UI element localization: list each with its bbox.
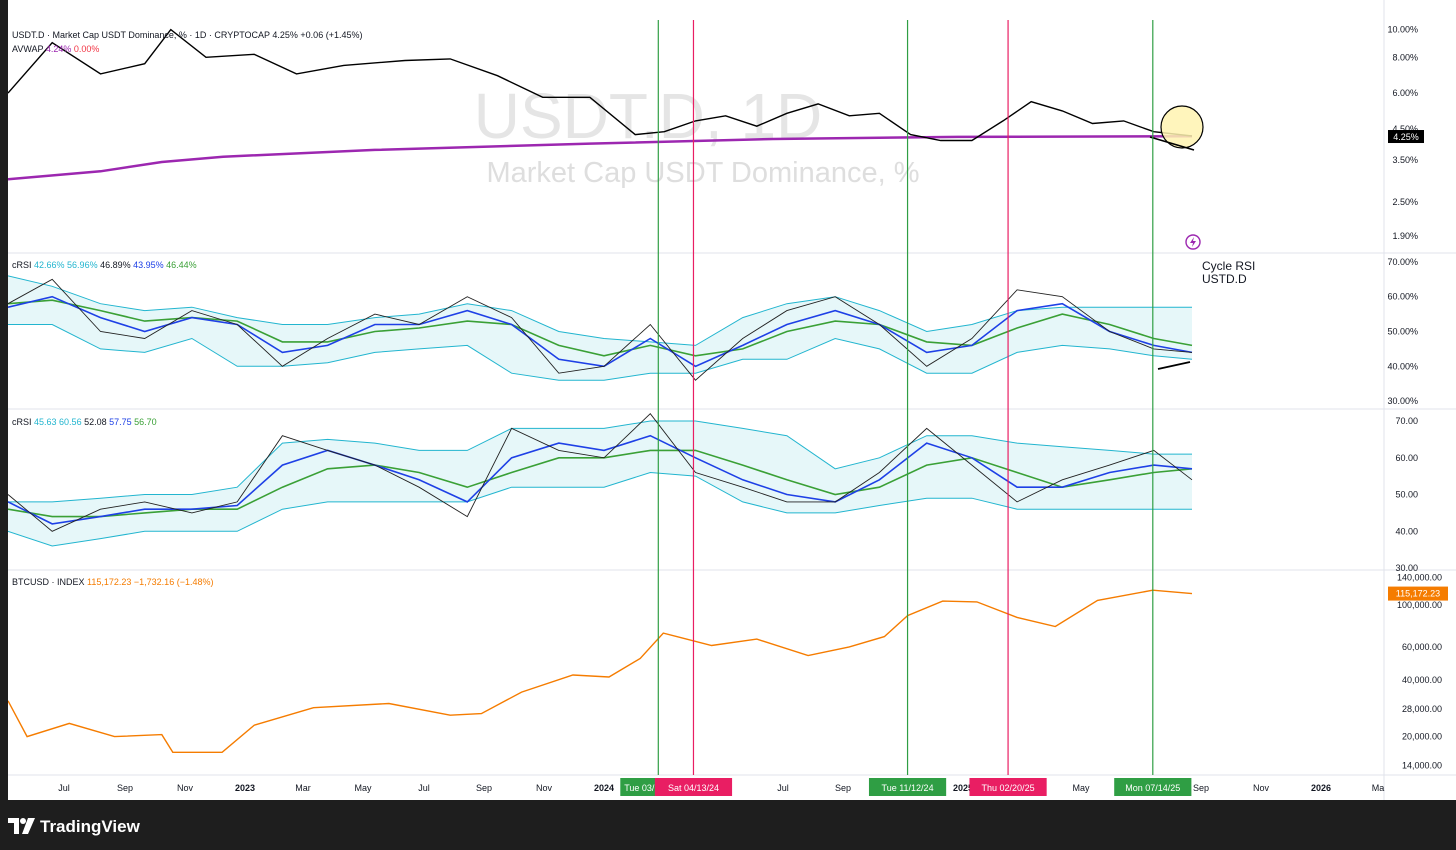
watermark-name: Market Cap USDT Dominance, % — [486, 157, 919, 189]
x-tick-label: Sep — [476, 783, 492, 793]
y-tick-label: 1.90% — [1392, 231, 1418, 241]
x-tick-label: May — [354, 783, 372, 793]
cycle-rsi-title: Cycle RSI — [1202, 259, 1255, 273]
rsi-fast-line — [7, 434, 1193, 525]
x-tick-label: 2023 — [235, 783, 255, 793]
rsi-lower-band — [8, 324, 1193, 381]
y-tick-label: 40.00 — [1395, 526, 1418, 536]
y-tick-label: 4.50% — [1392, 124, 1418, 134]
last-value-label: 4.25% — [1393, 132, 1419, 142]
usdt-price-line — [7, 28, 1193, 142]
chart-credit: Ben_1148x2 created with TradingView.com,… — [14, 4, 330, 15]
x-tick-label: Jul — [58, 783, 70, 793]
highlight-circle — [1160, 105, 1204, 149]
y-tick-label: 100,000.00 — [1397, 600, 1442, 610]
marker-date-badge — [969, 778, 1047, 796]
y-tick-label: 60.00% — [1387, 292, 1418, 302]
x-tick-label: 2025 — [953, 783, 973, 793]
rsi-line — [7, 413, 1193, 532]
y-tick-label: 3.50% — [1392, 155, 1418, 165]
y-tick-label: 8.00% — [1392, 52, 1418, 62]
marker-date-label: Tue 03/ — [624, 783, 655, 793]
rsi-slow-line — [7, 299, 1193, 357]
rsi-line — [7, 278, 1193, 381]
x-tick-label: Sep — [835, 783, 851, 793]
avwap-line — [7, 135, 1193, 181]
tradingview-logo-icon — [8, 818, 35, 834]
y-tick-label: 10.00% — [1387, 25, 1418, 35]
marker-date-label: Thu 02/20/25 — [982, 783, 1035, 793]
btc-last-value-label: 115,172.23 — [1396, 589, 1440, 599]
rsi-upper-band — [7, 275, 1192, 346]
x-tick-label: May — [1072, 783, 1090, 793]
x-tick-label: Jul — [418, 783, 430, 793]
rsi-band-fill — [8, 421, 1192, 546]
footer-bar: TradingView — [0, 806, 1456, 850]
y-tick-label: 40,000.00 — [1402, 675, 1442, 685]
y-tick-label: 2.50% — [1392, 197, 1418, 207]
x-tick-label: Sep — [117, 783, 133, 793]
marker-date-badge — [620, 778, 659, 796]
y-tick-label: 60,000.00 — [1402, 642, 1442, 652]
y-tick-label: 70.00 — [1395, 416, 1418, 426]
y-tick-label: 30.00 — [1395, 563, 1418, 573]
y-tick-label: 40.00% — [1387, 361, 1418, 371]
x-tick-label: Nov — [1253, 783, 1270, 793]
btc-price-line — [7, 589, 1193, 753]
rsi-upper-band — [8, 420, 1192, 503]
marker-date-label: Mon 07/14/25 — [1125, 783, 1180, 793]
marker-date-label: Tue 11/12/24 — [882, 783, 934, 793]
lightning-icon[interactable] — [1185, 234, 1201, 250]
marker-date-badge — [1114, 778, 1192, 796]
btc-last-value-badge — [1388, 586, 1448, 601]
marker-date-label: Sat 04/13/24 — [668, 783, 719, 793]
chart-area[interactable]: USDT.D, 1D Market Cap USDT Dominance, % 10… — [7, 0, 1456, 800]
crsi-legend: cRSI 42.66% 56.96% 46.89% 43.95% 46.44% — [12, 260, 197, 270]
x-tick-label: Mar — [295, 783, 311, 793]
x-tick-label: Nov — [177, 783, 194, 793]
y-tick-label: 50.00% — [1387, 327, 1418, 337]
tradingview-logo-text: TradingView — [40, 817, 140, 836]
crsi-legend: cRSI 45.63 60.56 52.08 57.75 56.70 — [12, 417, 157, 427]
y-tick-label: 140,000.00 — [1397, 573, 1442, 583]
marker-date-badge — [654, 778, 733, 796]
x-tick-label: Nov — [536, 783, 553, 793]
x-tick-label: Ma — [1372, 783, 1385, 793]
x-tick-label: Jul — [777, 783, 789, 793]
rsi-lower-band — [7, 471, 1192, 547]
y-tick-label: 28,000.00 — [1402, 704, 1442, 714]
y-tick-label: 20,000.00 — [1402, 732, 1442, 742]
avwap-legend: AVWAP 4.24% 0.00% — [12, 44, 99, 54]
y-tick-label: 50.00 — [1395, 490, 1418, 500]
x-tick-label: 2026 — [1311, 783, 1331, 793]
y-tick-label: 14,000.00 — [1402, 761, 1442, 771]
cycle-rsi-subtitle: USTD.D — [1202, 272, 1247, 286]
rsi-band-fill — [8, 275, 1192, 381]
y-tick-label: 30.00% — [1387, 396, 1418, 406]
trend-line-drawing — [1157, 361, 1191, 370]
x-tick-label: 2024 — [594, 783, 614, 793]
x-tick-label: Sep — [1193, 783, 1209, 793]
marker-date-badge — [868, 778, 947, 796]
trend-line-drawing — [1149, 136, 1195, 151]
y-tick-label: 60.00 — [1395, 453, 1418, 463]
y-tick-label: 6.00% — [1392, 88, 1418, 98]
last-value-badge — [1388, 130, 1424, 144]
btc-legend: BTCUSD · INDEX 115,172.23 −1,732.16 (−1.… — [12, 577, 213, 587]
usdt-legend: USDT.D · Market Cap USDT Dominance, % · … — [12, 30, 362, 40]
y-tick-label: 70.00% — [1387, 257, 1418, 267]
